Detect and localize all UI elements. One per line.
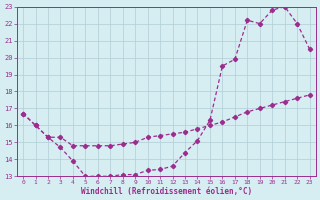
X-axis label: Windchill (Refroidissement éolien,°C): Windchill (Refroidissement éolien,°C): [81, 187, 252, 196]
